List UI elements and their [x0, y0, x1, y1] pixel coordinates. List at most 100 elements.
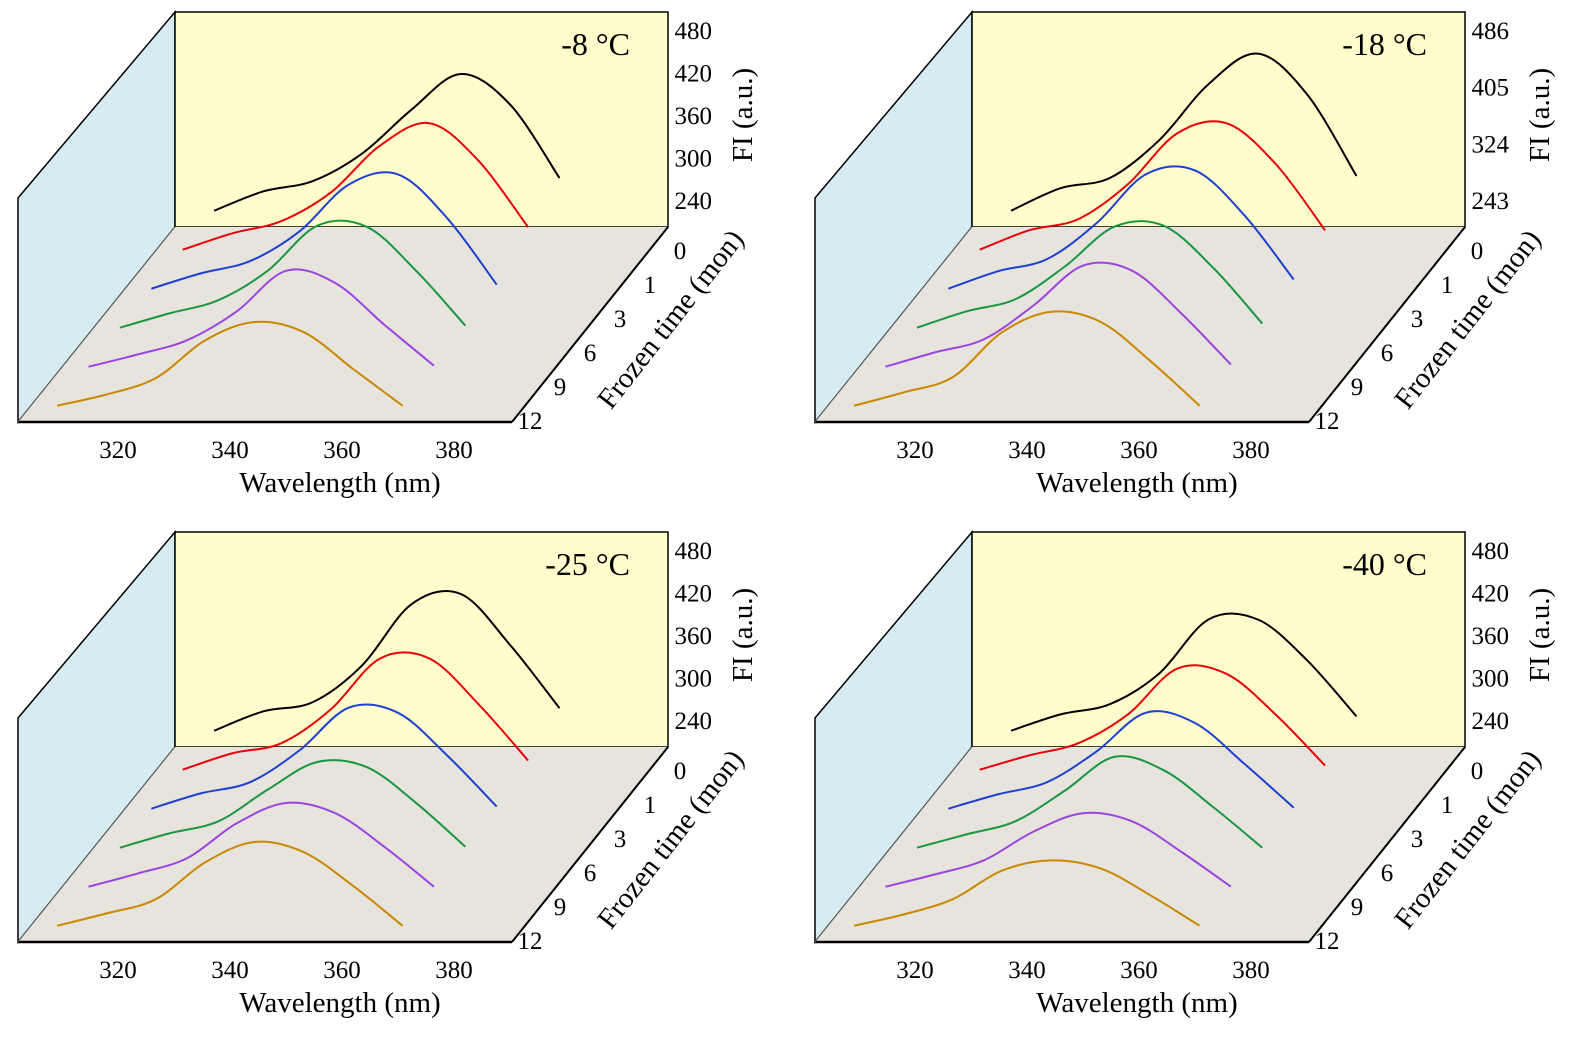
panel-title: -8 °C [561, 26, 630, 62]
y-tick-label: 240 [1472, 708, 1510, 735]
floor [18, 747, 668, 942]
y-tick-label: 360 [675, 103, 713, 130]
z-tick-label: 6 [1381, 860, 1394, 887]
z-tick-label: 3 [614, 306, 627, 333]
y-tick-label: 300 [1472, 666, 1510, 693]
panel-title: -18 °C [1342, 26, 1427, 62]
series-line-3mon [151, 171, 498, 290]
y-tick-label: 420 [675, 61, 713, 88]
floor [815, 227, 1465, 422]
x-tick-label: 340 [211, 957, 249, 984]
z-tick-label: 1 [1441, 272, 1454, 299]
series-line-3mon [948, 710, 1295, 810]
z-tick-label: 1 [644, 792, 657, 819]
y-tick-label: 480 [1472, 538, 1510, 565]
series-line-9mon [88, 801, 435, 888]
x-tick-label: 340 [1008, 437, 1046, 464]
z-tick-label: 12 [518, 928, 543, 955]
z-tick-label: 1 [644, 272, 657, 299]
x-tick-label: 380 [1232, 437, 1270, 464]
y-axis-label: FI (a.u.) [727, 588, 759, 682]
series-line-0mon [1010, 52, 1358, 212]
z-tick-label: 6 [584, 860, 597, 887]
x-axis-label: Wavelength (nm) [239, 987, 440, 1019]
x-tick-label: 360 [1120, 437, 1158, 464]
x-tick-label: 340 [1008, 957, 1046, 984]
x-tick-label: 340 [211, 437, 249, 464]
x-tick-label: 320 [896, 437, 934, 464]
y-tick-label: 420 [675, 581, 713, 608]
x-tick-label: 320 [99, 957, 137, 984]
x-tick-label: 380 [1232, 957, 1270, 984]
z-tick-label: 9 [554, 374, 567, 401]
y-axis-label: FI (a.u.) [727, 68, 759, 162]
y-tick-label: 405 [1472, 75, 1510, 102]
z-tick-label: 6 [584, 340, 597, 367]
series-line-1mon [979, 664, 1326, 771]
series-line-3mon [151, 703, 498, 810]
right-edge [1308, 226, 1466, 423]
z-tick-label: 3 [1411, 306, 1424, 333]
right-edge [511, 746, 669, 943]
x-tick-label: 380 [435, 437, 473, 464]
z-tick-label: 12 [1315, 928, 1340, 955]
left-floor-edge [814, 226, 973, 423]
series-line-9mon [885, 811, 1232, 888]
x-tick-label: 360 [323, 437, 361, 464]
floor [815, 747, 1465, 942]
series-line-1mon [182, 651, 529, 771]
x-tick-label: 380 [435, 957, 473, 984]
left-floor-edge [17, 746, 176, 943]
series-line-12mon [853, 310, 1201, 407]
left-floor-edge [814, 746, 973, 943]
series-line-3mon [947, 165, 1295, 290]
y-tick-label: 420 [1472, 581, 1510, 608]
y-axis-label: FI (a.u.) [1524, 68, 1556, 162]
x-tick-label: 320 [99, 437, 137, 464]
z-tick-label: 0 [1471, 238, 1484, 265]
y-axis-label: FI (a.u.) [1524, 588, 1556, 682]
y-tick-label: 240 [675, 708, 713, 735]
series-line-9mon [885, 261, 1232, 368]
y-tick-label: 300 [675, 146, 713, 173]
x-tick-label: 320 [896, 957, 934, 984]
left-floor-edge [17, 226, 176, 423]
z-tick-label: 1 [1441, 792, 1454, 819]
series-line-6mon [916, 220, 1264, 329]
y-tick-label: 480 [675, 18, 713, 45]
series-line-9mon [88, 268, 435, 368]
x-tick-label: 360 [323, 957, 361, 984]
series-line-12mon [56, 320, 404, 407]
series-line-1mon [182, 121, 529, 251]
z-tick-label: 12 [1315, 408, 1340, 435]
y-tick-label: 360 [1472, 623, 1510, 650]
y-tick-label: 486 [1472, 18, 1510, 45]
series-line-6mon [119, 759, 466, 849]
x-axis-label: Wavelength (nm) [1036, 467, 1237, 499]
back-wall [174, 531, 669, 748]
z-tick-label: 0 [674, 758, 687, 785]
z-tick-label: 9 [1351, 894, 1364, 921]
panel-title: -25 °C [545, 546, 630, 582]
series-line-0mon [1010, 612, 1358, 732]
series-line-6mon [119, 219, 467, 329]
z-tick-label: 3 [1411, 826, 1424, 853]
x-axis-label: Wavelength (nm) [239, 467, 440, 499]
series-line-6mon [916, 755, 1263, 849]
y-tick-label: 324 [1472, 131, 1510, 158]
series-line-0mon [213, 590, 561, 732]
series-line-12mon [853, 859, 1201, 927]
z-tick-label: 9 [554, 894, 567, 921]
series-line-12mon [56, 840, 404, 927]
y-tick-label: 480 [675, 538, 713, 565]
panel-title: -40 °C [1342, 546, 1427, 582]
y-tick-label: 243 [1472, 188, 1510, 215]
z-tick-label: 0 [674, 238, 687, 265]
z-tick-label: 9 [1351, 374, 1364, 401]
y-tick-label: 240 [675, 188, 713, 215]
y-tick-label: 360 [675, 623, 713, 650]
y-tick-label: 300 [675, 666, 713, 693]
